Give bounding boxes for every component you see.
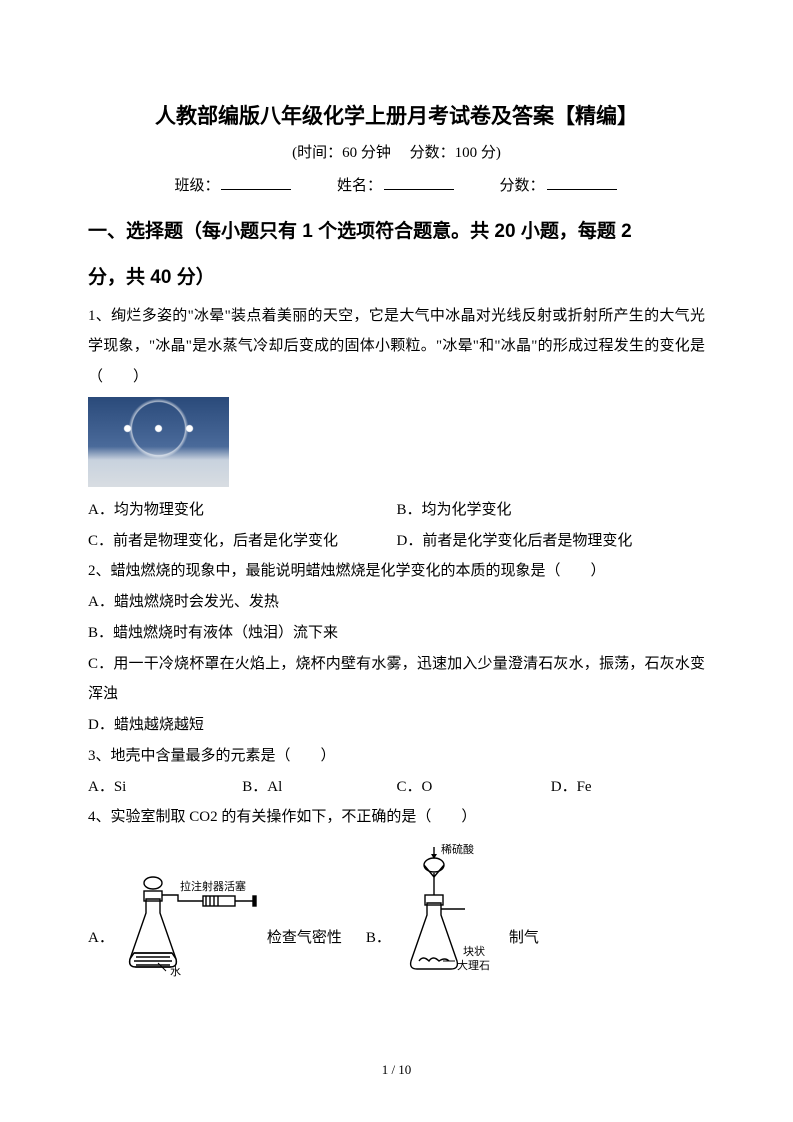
page-footer: 1 / 10 — [88, 1057, 705, 1084]
q2-stem: 2、蜡烛燃烧的现象中，最能说明蜡烛燃烧是化学变化的本质的现象是（ ） — [88, 556, 705, 587]
name-blank[interactable] — [384, 174, 454, 190]
q2-option-b: B．蜡烛燃烧时有液体（烛泪）流下来 — [88, 618, 705, 649]
section-1-heading: 一、选择题（每小题只有 1 个选项符合题意。共 20 小题，每题 2 分，共 4… — [88, 209, 705, 300]
q2-option-d: D．蜡烛越烧越短 — [88, 710, 705, 741]
q3-options: A．Si B．Al C．O D．Fe — [88, 772, 705, 803]
question-1: 1、绚烂多姿的"冰晕"装点着美丽的天空，它是大气中冰晶对光线反射或折射所产生的大… — [88, 301, 705, 557]
q4-stem: 4、实验室制取 CO2 的有关操作如下，不正确的是（ ） — [88, 802, 705, 833]
svg-text:稀硫酸: 稀硫酸 — [441, 843, 474, 856]
q1-stem: 1、绚烂多姿的"冰晕"装点着美丽的天空，它是大气中冰晶对光线反射或折射所产生的大… — [88, 301, 705, 393]
student-info-line: 班级： 姓名： 分数： — [88, 171, 705, 202]
class-label: 班级： — [174, 178, 219, 194]
q1-option-a: A．均为物理变化 — [88, 495, 397, 526]
svg-text:块状: 块状 — [463, 944, 485, 958]
q4-a-text: 检查气密性 — [267, 923, 342, 990]
question-2: 2、蜡烛燃烧的现象中，最能说明蜡烛燃烧是化学变化的本质的现象是（ ） A．蜡烛燃… — [88, 556, 705, 741]
q1-option-d: D．前者是化学变化后者是物理变化 — [397, 526, 706, 557]
q3-option-b: B．Al — [242, 772, 396, 803]
section-1-heading-line1: 一、选择题（每小题只有 1 个选项符合题意。共 20 小题，每题 2 — [88, 209, 705, 255]
svg-text:大理石: 大理石 — [457, 958, 490, 972]
svg-text:水: 水 — [170, 965, 181, 978]
q4-a-diagram: 拉注射器活塞 水 — [118, 863, 263, 990]
exam-page: 人教部编版八年级化学上册月考试卷及答案【精编】 (时间：60 分钟 分数：100… — [0, 0, 793, 1122]
score-label: 分数： — [500, 178, 545, 194]
class-blank[interactable] — [221, 174, 291, 190]
q1-options-row2: C．前者是物理变化，后者是化学变化 D．前者是化学变化后者是物理变化 — [88, 526, 705, 557]
exam-subtitle: (时间：60 分钟 分数：100 分) — [88, 140, 705, 167]
question-3: 3、地壳中含量最多的元素是（ ） A．Si B．Al C．O D．Fe — [88, 741, 705, 803]
q1-option-c: C．前者是物理变化，后者是化学变化 — [88, 526, 397, 557]
q4-options-row: A． — [88, 843, 705, 990]
q3-option-d: D．Fe — [551, 772, 705, 803]
q4-a-letter: A． — [88, 923, 114, 990]
q3-option-a: A．Si — [88, 772, 242, 803]
q1-options-row1: A．均为物理变化 B．均为化学变化 — [88, 495, 705, 526]
question-4: 4、实验室制取 CO2 的有关操作如下，不正确的是（ ） A． — [88, 802, 705, 990]
svg-text:拉注射器活塞: 拉注射器活塞 — [180, 879, 246, 893]
section-1-heading-line2: 分，共 40 分） — [88, 255, 705, 301]
exam-title: 人教部编版八年级化学上册月考试卷及答案【精编】 — [88, 100, 705, 134]
q4-b-letter: B． — [366, 923, 391, 990]
q2-option-c: C．用一干冷烧杯罩在火焰上，烧杯内壁有水雾，迅速加入少量澄清石灰水，振荡，石灰水… — [88, 649, 705, 711]
q1-option-b: B．均为化学变化 — [397, 495, 706, 526]
q2-option-a: A．蜡烛燃烧时会发光、发热 — [88, 587, 705, 618]
q4-option-b: B． — [366, 843, 539, 990]
q4-b-text: 制气 — [509, 923, 539, 990]
q4-option-a: A． — [88, 863, 342, 990]
q1-image-halo — [88, 397, 229, 487]
q3-stem: 3、地壳中含量最多的元素是（ ） — [88, 741, 705, 772]
q3-option-c: C．O — [397, 772, 551, 803]
name-label: 姓名： — [337, 178, 382, 194]
q4-b-diagram: 稀硫酸 块状 大理石 — [395, 843, 505, 990]
score-blank[interactable] — [547, 174, 617, 190]
